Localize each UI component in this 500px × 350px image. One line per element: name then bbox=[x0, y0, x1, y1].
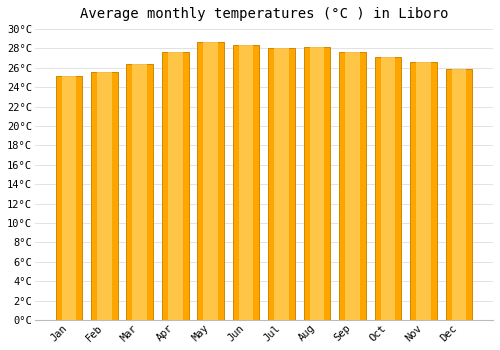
Bar bbox=[62, 76, 76, 320]
Bar bbox=[239, 44, 254, 320]
Bar bbox=[56, 76, 82, 320]
Bar bbox=[168, 52, 182, 320]
Bar bbox=[97, 72, 112, 320]
Bar bbox=[374, 57, 402, 320]
Bar bbox=[198, 42, 224, 320]
Bar bbox=[345, 52, 360, 320]
Bar bbox=[339, 52, 366, 320]
Bar bbox=[274, 48, 289, 320]
Bar bbox=[126, 64, 153, 320]
Title: Average monthly temperatures (°C ) in Liboro: Average monthly temperatures (°C ) in Li… bbox=[80, 7, 448, 21]
Bar bbox=[132, 64, 147, 320]
Bar bbox=[304, 48, 330, 320]
Bar bbox=[162, 52, 188, 320]
Bar bbox=[204, 42, 218, 320]
Bar bbox=[91, 72, 118, 320]
Bar bbox=[410, 62, 437, 320]
Bar bbox=[416, 62, 431, 320]
Bar bbox=[452, 69, 466, 320]
Bar bbox=[310, 48, 324, 320]
Bar bbox=[268, 48, 295, 320]
Bar bbox=[233, 44, 260, 320]
Bar bbox=[380, 57, 396, 320]
Bar bbox=[446, 69, 472, 320]
